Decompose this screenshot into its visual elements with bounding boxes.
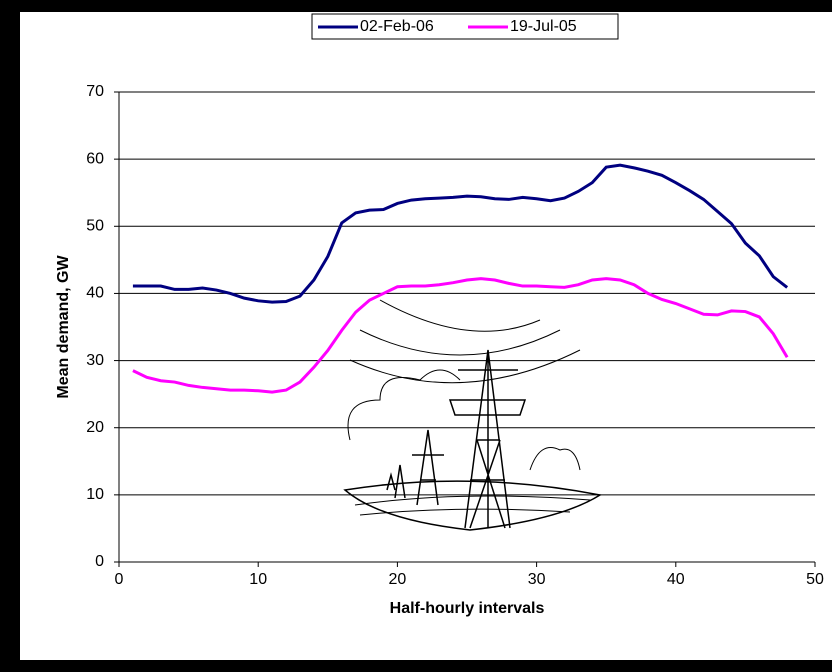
y-tick-label: 30 (86, 352, 104, 369)
x-tick-label: 30 (528, 571, 546, 588)
x-tick-label: 10 (249, 571, 267, 588)
y-tick-label: 60 (86, 150, 104, 167)
x-tick-label: 20 (389, 571, 407, 588)
y-axis-label: Mean demand, GW (55, 255, 72, 399)
y-tick-label: 70 (86, 83, 104, 100)
x-tick-label: 40 (667, 571, 685, 588)
y-tick-label: 0 (95, 553, 104, 570)
legend-label: 02-Feb-06 (360, 18, 434, 35)
page: 0 10 20 30 40 50 60 70 0 10 20 30 40 50 Half-hourly in… (0, 0, 832, 672)
y-tick-label: 20 (86, 419, 104, 436)
x-tick-label: 50 (806, 571, 824, 588)
x-axis-label: Half-hourly intervals (390, 600, 545, 617)
y-tick-label: 40 (86, 285, 104, 302)
chart-background (20, 12, 832, 660)
y-tick-label: 50 (86, 218, 104, 235)
legend-label: 19-Jul-05 (510, 18, 577, 35)
x-tick-label: 0 (115, 571, 124, 588)
y-tick-label: 10 (86, 486, 104, 503)
chart: 0 10 20 30 40 50 60 70 0 10 20 30 40 50 Half-hourly in… (0, 0, 832, 672)
